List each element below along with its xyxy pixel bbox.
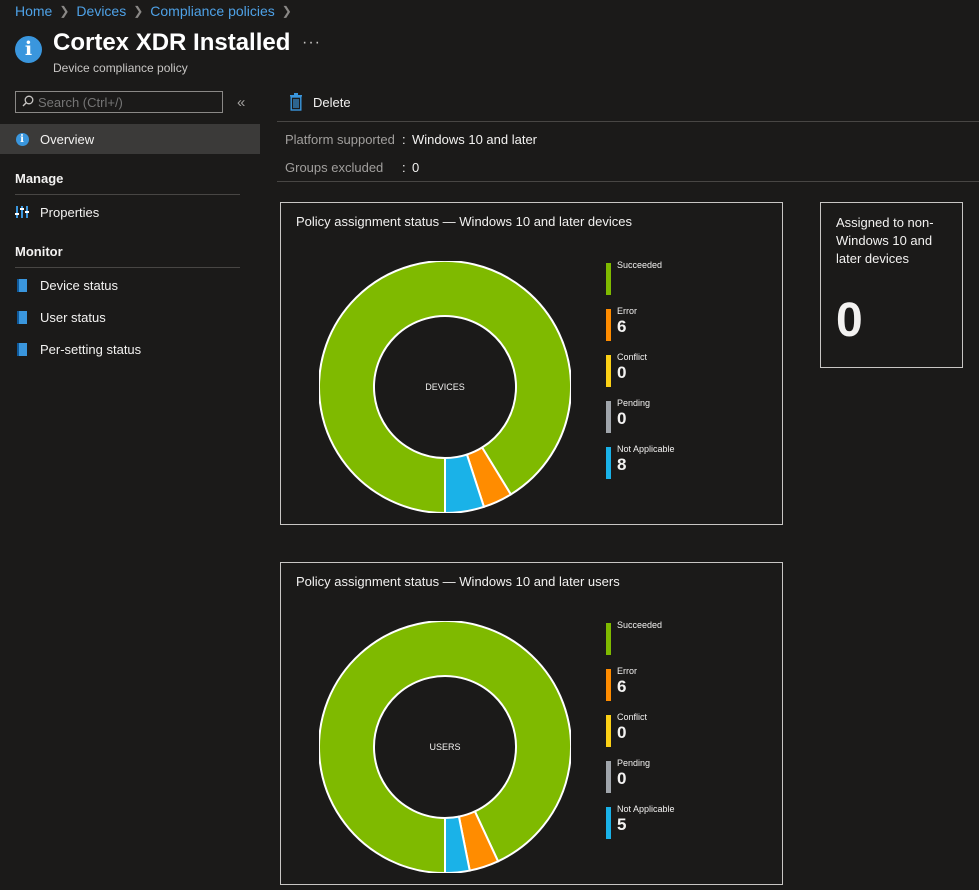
- legend-value: 0: [617, 723, 627, 742]
- devices-donut-chart[interactable]: DEVICES: [318, 260, 572, 515]
- legend-swatch: [606, 715, 611, 747]
- legend-label: Conflict: [617, 352, 648, 362]
- users-donut-chart[interactable]: USERS: [318, 620, 572, 875]
- non-windows-card[interactable]: Assigned to non-Windows 10 and later dev…: [820, 202, 963, 368]
- sidebar-item-device-status[interactable]: Device status: [0, 270, 260, 300]
- legend-swatch: [606, 355, 611, 387]
- more-options-button[interactable]: ···: [302, 34, 321, 51]
- legend-swatch: [606, 669, 611, 701]
- chevron-right-icon: ❯: [133, 4, 144, 18]
- section-monitor: Monitor: [15, 244, 63, 259]
- legend-label: Not Applicable: [617, 804, 675, 814]
- breadcrumb-compliance-policies[interactable]: Compliance policies: [150, 3, 275, 19]
- divider: [15, 267, 240, 268]
- legend-swatch: [606, 807, 611, 839]
- sidebar-item-per-setting-status[interactable]: Per-setting status: [0, 334, 260, 364]
- properties-icon: [15, 205, 29, 219]
- legend-swatch: [606, 447, 611, 479]
- groups-excluded-label: Groups excluded: [285, 160, 384, 175]
- legend-value: 6: [617, 677, 627, 696]
- book-icon: [15, 342, 29, 356]
- legend-value: 0: [617, 409, 627, 428]
- card-title: Policy assignment status — Windows 10 an…: [296, 574, 620, 589]
- card-title: Policy assignment status — Windows 10 an…: [296, 214, 632, 229]
- platform-label: Platform supported: [285, 132, 395, 147]
- colon: :: [402, 132, 406, 147]
- sidebar-item-label: User status: [40, 309, 106, 325]
- legend-value: 6: [617, 317, 627, 336]
- legend-value: 8: [617, 455, 627, 474]
- donut-slice-succeeded[interactable]: [318, 620, 572, 875]
- legend-label: Error: [617, 666, 637, 676]
- sidebar-item-label: Properties: [40, 204, 100, 220]
- legend-swatch: [606, 761, 611, 793]
- donut-slice-succeeded[interactable]: [318, 260, 572, 515]
- chevron-right-icon: ❯: [281, 4, 292, 18]
- donut-slice-not-applicable[interactable]: [444, 815, 471, 875]
- sidebar-item-overview[interactable]: i Overview: [0, 124, 260, 154]
- legend-value: 0: [617, 769, 627, 788]
- legend-swatch: [606, 309, 611, 341]
- legend-label: Conflict: [617, 712, 648, 722]
- trash-icon: [289, 93, 305, 111]
- collapse-sidebar-button[interactable]: «: [237, 94, 246, 111]
- book-icon: [15, 278, 29, 292]
- search-icon: [22, 95, 34, 110]
- info-icon: i: [15, 132, 29, 146]
- divider: [15, 194, 240, 195]
- sidebar-item-label: Per-setting status: [40, 341, 142, 357]
- legend-swatch: [606, 263, 611, 295]
- donut-center-label: USERS: [429, 742, 461, 752]
- legend-label: Pending: [617, 758, 651, 768]
- breadcrumb-home[interactable]: Home: [15, 3, 53, 19]
- breadcrumb-devices[interactable]: Devices: [76, 3, 127, 19]
- divider: [277, 181, 979, 182]
- page-title: Cortex XDR Installed: [53, 29, 291, 56]
- legend-value: 0: [617, 363, 627, 382]
- legend-label: Error: [617, 306, 637, 316]
- book-icon: [15, 310, 29, 324]
- legend-label: Pending: [617, 398, 651, 408]
- colon: :: [402, 160, 406, 175]
- legend-value: 5: [617, 815, 627, 834]
- delete-button[interactable]: Delete: [289, 93, 351, 111]
- info-icon: i: [15, 36, 42, 63]
- sidebar-item-properties[interactable]: Properties: [0, 197, 260, 227]
- search-input[interactable]: [38, 94, 208, 110]
- divider: [277, 121, 979, 122]
- legend-swatch: [606, 401, 611, 433]
- donut-slice-not-applicable[interactable]: [444, 453, 486, 515]
- users-status-card[interactable]: Policy assignment status — Windows 10 an…: [280, 562, 783, 885]
- devices-status-card[interactable]: Policy assignment status — Windows 10 an…: [280, 202, 783, 525]
- legend-label: Not Applicable: [617, 444, 675, 454]
- page-subtitle: Device compliance policy: [53, 61, 188, 75]
- platform-value: Windows 10 and later: [412, 132, 538, 147]
- donut-center-label: DEVICES: [425, 382, 465, 392]
- sidebar-item-user-status[interactable]: User status: [0, 302, 260, 332]
- sidebar-item-label: Device status: [40, 277, 119, 293]
- chevron-right-icon: ❯: [59, 4, 70, 18]
- groups-excluded-value: 0: [412, 160, 420, 175]
- card-title: Assigned to non-Windows 10 and later dev…: [836, 215, 934, 266]
- section-manage: Manage: [15, 171, 64, 186]
- search-box[interactable]: [15, 91, 223, 113]
- legend-swatch: [606, 623, 611, 655]
- non-windows-count: 0: [836, 294, 863, 347]
- legend-label: Succeeded: [617, 260, 663, 270]
- delete-label: Delete: [313, 94, 351, 110]
- breadcrumb: Home ❯ Devices ❯ Compliance policies ❯: [15, 2, 299, 20]
- legend-label: Succeeded: [617, 620, 663, 630]
- sidebar-item-label: Overview: [40, 131, 95, 147]
